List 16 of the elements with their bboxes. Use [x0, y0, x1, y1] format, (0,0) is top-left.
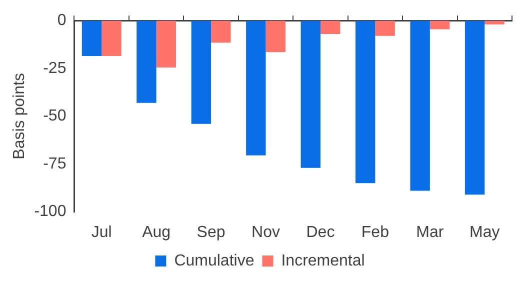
x-tick-label: Mar: [416, 224, 444, 241]
x-tick-label: Jul: [91, 224, 112, 241]
x-tick-label: Feb: [361, 224, 390, 241]
y-axis-title: Basis points: [11, 73, 28, 160]
y-tick-label: -75: [43, 155, 66, 172]
x-tick-label: Dec: [306, 224, 335, 241]
x-tick-label: Aug: [142, 224, 171, 241]
x-tick-label: Nov: [252, 224, 280, 241]
y-tick-label: 0: [57, 12, 66, 30]
legend-label: Incremental: [281, 252, 365, 270]
legend-label: Cumulative: [174, 252, 254, 270]
y-tick-label: -100: [34, 203, 66, 220]
y-tick-label: -50: [43, 108, 66, 125]
x-tick-label: Sep: [196, 224, 226, 241]
x-tick-label: May: [470, 224, 500, 241]
y-tick-label: -25: [43, 60, 66, 77]
